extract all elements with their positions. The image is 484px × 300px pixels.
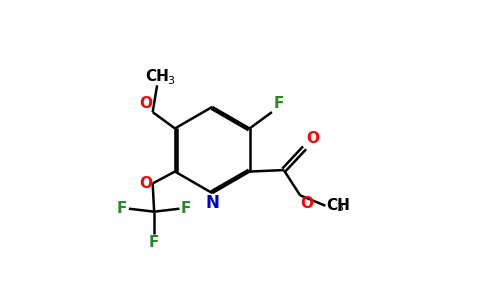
Text: CH: CH [326, 198, 350, 213]
Text: 3: 3 [167, 76, 174, 86]
Text: F: F [149, 236, 159, 250]
Text: F: F [181, 201, 191, 216]
Text: O: O [139, 96, 152, 111]
Text: 3: 3 [336, 202, 343, 212]
Text: F: F [117, 201, 127, 216]
Text: O: O [306, 131, 319, 146]
Text: F: F [273, 96, 284, 111]
Text: CH: CH [145, 69, 169, 84]
Text: O: O [139, 176, 152, 191]
Text: O: O [301, 196, 314, 211]
Text: N: N [205, 194, 219, 212]
